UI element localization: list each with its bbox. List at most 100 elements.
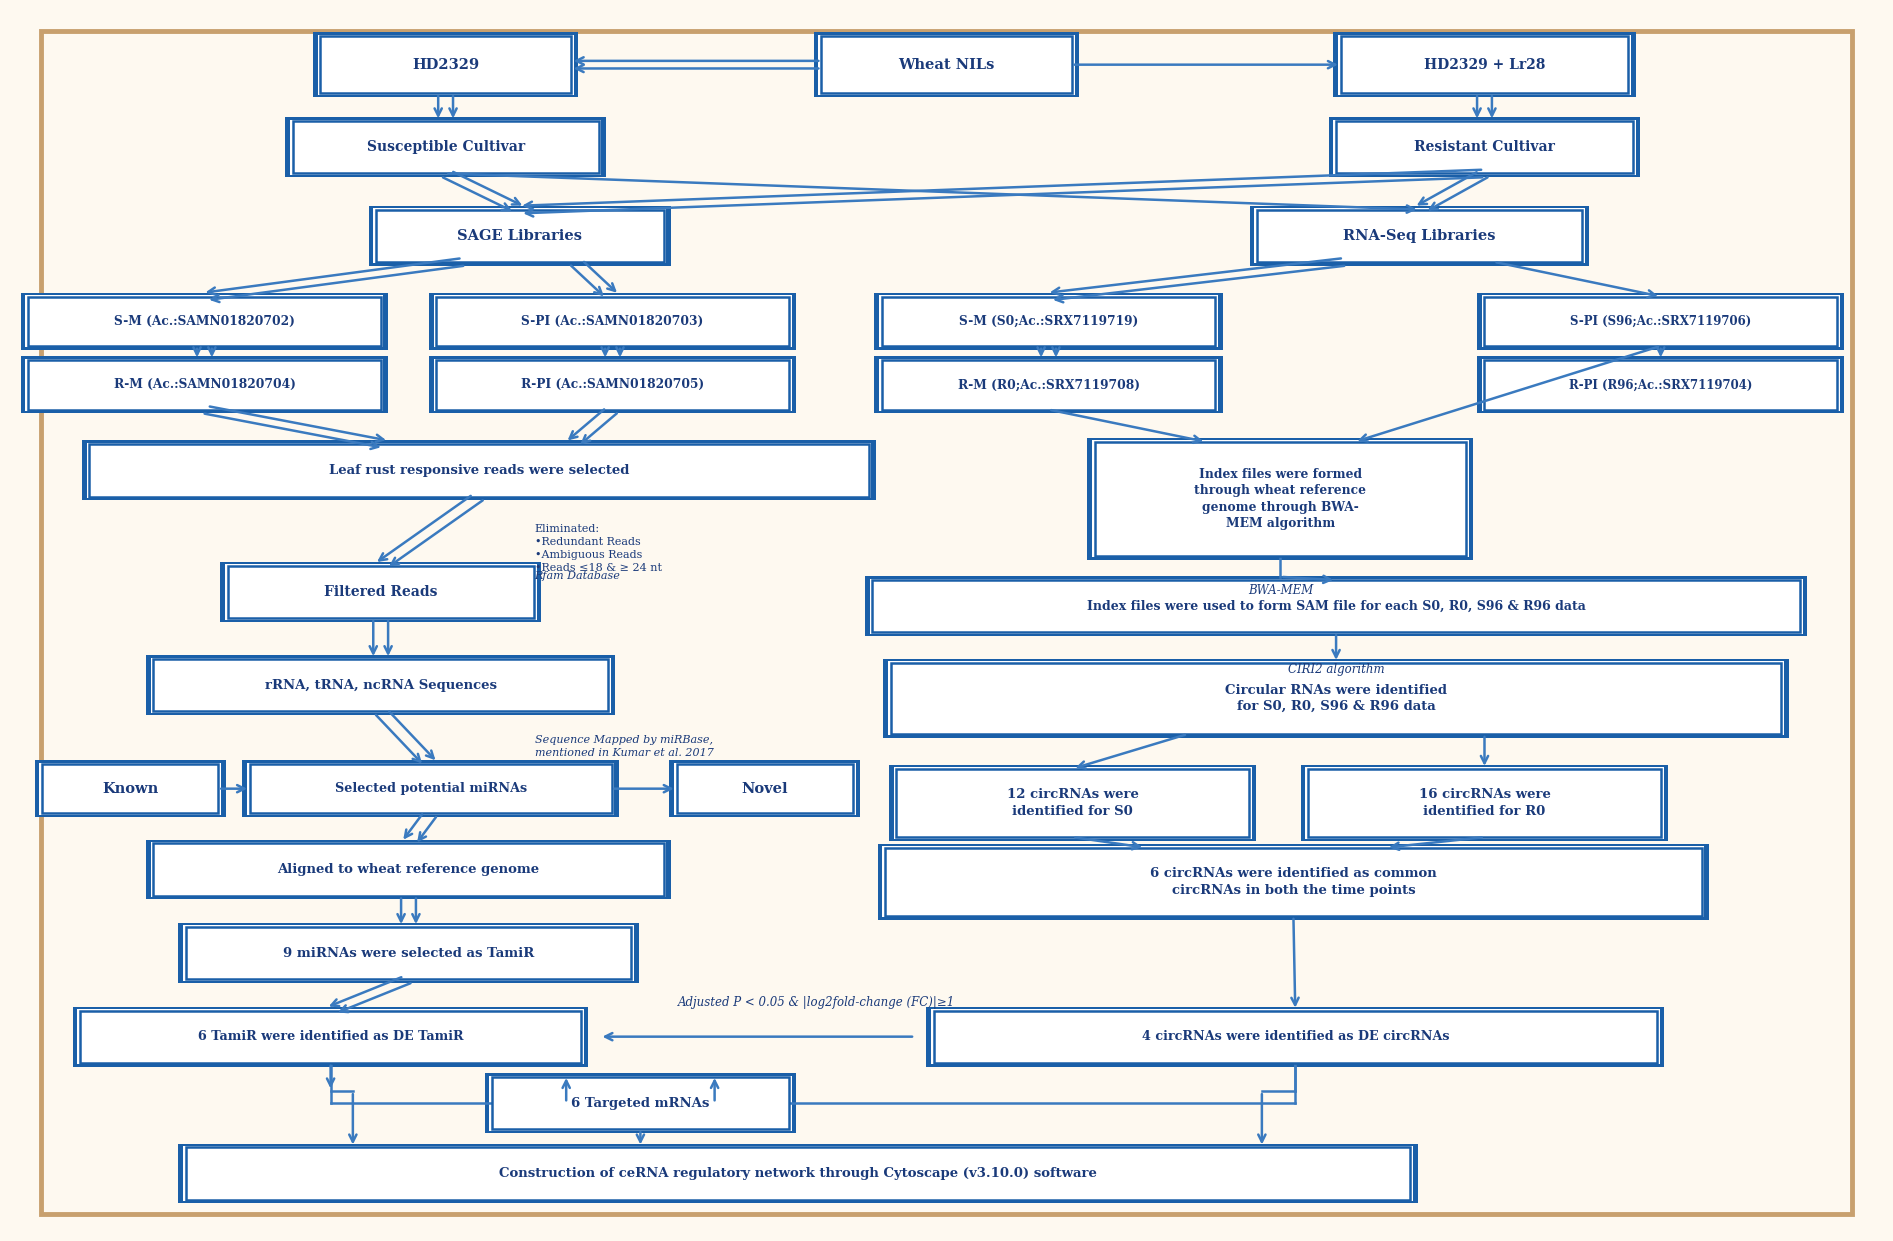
- Text: Sequence Mapped by miRBase,
mentioned in Kumar et al. 2017: Sequence Mapped by miRBase, mentioned in…: [534, 735, 714, 758]
- FancyBboxPatch shape: [875, 356, 1223, 413]
- Text: Index files were used to form SAM file for each S0, R0, S96 & R96 data: Index files were used to form SAM file f…: [1087, 599, 1586, 613]
- FancyBboxPatch shape: [884, 659, 1789, 738]
- Text: R-M (R0;Ac.:SRX7119708): R-M (R0;Ac.:SRX7119708): [958, 379, 1140, 391]
- FancyBboxPatch shape: [1477, 293, 1844, 350]
- FancyBboxPatch shape: [433, 295, 791, 347]
- FancyBboxPatch shape: [1333, 32, 1636, 97]
- Text: R-PI (R96;Ac.:SRX7119704): R-PI (R96;Ac.:SRX7119704): [1569, 379, 1753, 391]
- Text: 6 TamiR were identified as DE TamiR: 6 TamiR were identified as DE TamiR: [197, 1030, 464, 1044]
- Text: HD2329: HD2329: [413, 57, 479, 72]
- FancyBboxPatch shape: [80, 1010, 581, 1062]
- FancyBboxPatch shape: [814, 32, 1079, 97]
- FancyBboxPatch shape: [25, 295, 384, 347]
- FancyBboxPatch shape: [369, 206, 670, 266]
- Text: Aligned to wheat reference genome: Aligned to wheat reference genome: [278, 862, 540, 876]
- FancyBboxPatch shape: [886, 848, 1702, 916]
- FancyBboxPatch shape: [72, 1006, 589, 1066]
- FancyBboxPatch shape: [818, 35, 1075, 94]
- Text: HD2329 + Lr28: HD2329 + Lr28: [1424, 57, 1545, 72]
- FancyBboxPatch shape: [822, 36, 1071, 93]
- Text: Filtered Reads: Filtered Reads: [324, 585, 437, 599]
- FancyBboxPatch shape: [873, 580, 1800, 633]
- FancyBboxPatch shape: [220, 562, 541, 622]
- FancyBboxPatch shape: [888, 661, 1783, 736]
- FancyBboxPatch shape: [897, 768, 1249, 838]
- FancyBboxPatch shape: [933, 1010, 1656, 1062]
- FancyBboxPatch shape: [377, 210, 664, 262]
- FancyBboxPatch shape: [430, 293, 797, 350]
- FancyBboxPatch shape: [492, 1077, 789, 1129]
- Text: Index files were formed
through wheat reference
genome through BWA-
MEM algorith: Index files were formed through wheat re…: [1194, 468, 1367, 530]
- FancyBboxPatch shape: [485, 1073, 797, 1133]
- FancyBboxPatch shape: [28, 297, 380, 346]
- FancyBboxPatch shape: [151, 841, 666, 897]
- FancyBboxPatch shape: [435, 360, 789, 410]
- Text: S-M (Ac.:SAMN01820702): S-M (Ac.:SAMN01820702): [114, 315, 295, 328]
- FancyBboxPatch shape: [878, 295, 1219, 347]
- FancyBboxPatch shape: [882, 846, 1704, 917]
- Text: Circular RNAs were identified
for S0, R0, S96 & R96 data: Circular RNAs were identified for S0, R0…: [1225, 684, 1446, 714]
- FancyBboxPatch shape: [1484, 360, 1836, 410]
- FancyBboxPatch shape: [1484, 297, 1836, 346]
- FancyBboxPatch shape: [81, 441, 876, 500]
- FancyBboxPatch shape: [146, 839, 670, 900]
- FancyBboxPatch shape: [430, 356, 797, 413]
- FancyBboxPatch shape: [1092, 441, 1469, 557]
- Text: Known: Known: [102, 782, 159, 795]
- FancyBboxPatch shape: [290, 120, 602, 175]
- Text: S-M (S0;Ac.:SRX7119719): S-M (S0;Ac.:SRX7119719): [960, 315, 1138, 328]
- Text: Adjusted P < 0.05 & |log2fold-change (FC)|≥1: Adjusted P < 0.05 & |log2fold-change (FC…: [678, 997, 956, 1009]
- Text: S-PI (S96;Ac.:SRX7119706): S-PI (S96;Ac.:SRX7119706): [1569, 315, 1751, 328]
- FancyBboxPatch shape: [21, 356, 388, 413]
- FancyBboxPatch shape: [892, 663, 1781, 733]
- Text: 6 circRNAs were identified as common
circRNAs in both the time points: 6 circRNAs were identified as common cir…: [1151, 867, 1437, 896]
- FancyBboxPatch shape: [1249, 206, 1590, 266]
- FancyBboxPatch shape: [293, 122, 598, 174]
- FancyBboxPatch shape: [1094, 442, 1465, 556]
- FancyBboxPatch shape: [286, 118, 606, 177]
- FancyBboxPatch shape: [312, 32, 577, 97]
- FancyBboxPatch shape: [865, 576, 1808, 637]
- FancyBboxPatch shape: [890, 764, 1257, 841]
- FancyBboxPatch shape: [242, 761, 619, 817]
- FancyBboxPatch shape: [676, 764, 854, 813]
- FancyBboxPatch shape: [1482, 295, 1840, 347]
- FancyBboxPatch shape: [1338, 35, 1632, 94]
- Text: 16 circRNAs were
identified for R0: 16 circRNAs were identified for R0: [1418, 788, 1550, 818]
- Text: S-PI (Ac.:SAMN01820703): S-PI (Ac.:SAMN01820703): [521, 315, 704, 328]
- Text: R-PI (Ac.:SAMN01820705): R-PI (Ac.:SAMN01820705): [521, 379, 704, 391]
- FancyBboxPatch shape: [28, 360, 380, 410]
- FancyBboxPatch shape: [931, 1009, 1660, 1065]
- FancyBboxPatch shape: [153, 844, 664, 896]
- FancyBboxPatch shape: [893, 767, 1251, 839]
- FancyBboxPatch shape: [178, 1143, 1418, 1204]
- FancyBboxPatch shape: [1340, 36, 1628, 93]
- FancyBboxPatch shape: [225, 565, 536, 619]
- Text: BWA-MEM: BWA-MEM: [1247, 585, 1314, 597]
- Text: CIRI2 algorithm: CIRI2 algorithm: [1287, 663, 1384, 676]
- Text: 4 circRNAs were identified as DE circRNAs: 4 circRNAs were identified as DE circRNA…: [1141, 1030, 1448, 1044]
- Text: Construction of ceRNA regulatory network through Cytoscape (v3.10.0) software: Construction of ceRNA regulatory network…: [500, 1167, 1098, 1180]
- FancyBboxPatch shape: [89, 444, 869, 496]
- FancyBboxPatch shape: [1255, 208, 1584, 263]
- Text: RNA-Seq Libraries: RNA-Seq Libraries: [1344, 228, 1495, 243]
- FancyBboxPatch shape: [40, 762, 221, 815]
- FancyBboxPatch shape: [674, 762, 856, 815]
- FancyBboxPatch shape: [668, 761, 859, 817]
- Text: Selected potential miRNAs: Selected potential miRNAs: [335, 782, 526, 795]
- FancyBboxPatch shape: [882, 360, 1215, 410]
- Text: 6 Targeted mRNAs: 6 Targeted mRNAs: [572, 1097, 710, 1109]
- FancyBboxPatch shape: [250, 764, 611, 813]
- FancyBboxPatch shape: [878, 359, 1219, 411]
- FancyBboxPatch shape: [488, 1076, 791, 1131]
- Text: Resistant Cultivar: Resistant Cultivar: [1414, 140, 1554, 154]
- Text: Leaf rust responsive reads were selected: Leaf rust responsive reads were selected: [329, 464, 628, 477]
- FancyBboxPatch shape: [433, 359, 791, 411]
- Text: Novel: Novel: [742, 782, 787, 795]
- FancyBboxPatch shape: [186, 1148, 1410, 1200]
- Text: Rfam Database: Rfam Database: [534, 571, 621, 581]
- FancyBboxPatch shape: [186, 927, 630, 979]
- FancyBboxPatch shape: [151, 658, 611, 712]
- Text: rRNA, tRNA, ncRNA Sequences: rRNA, tRNA, ncRNA Sequences: [265, 679, 496, 691]
- FancyBboxPatch shape: [25, 359, 384, 411]
